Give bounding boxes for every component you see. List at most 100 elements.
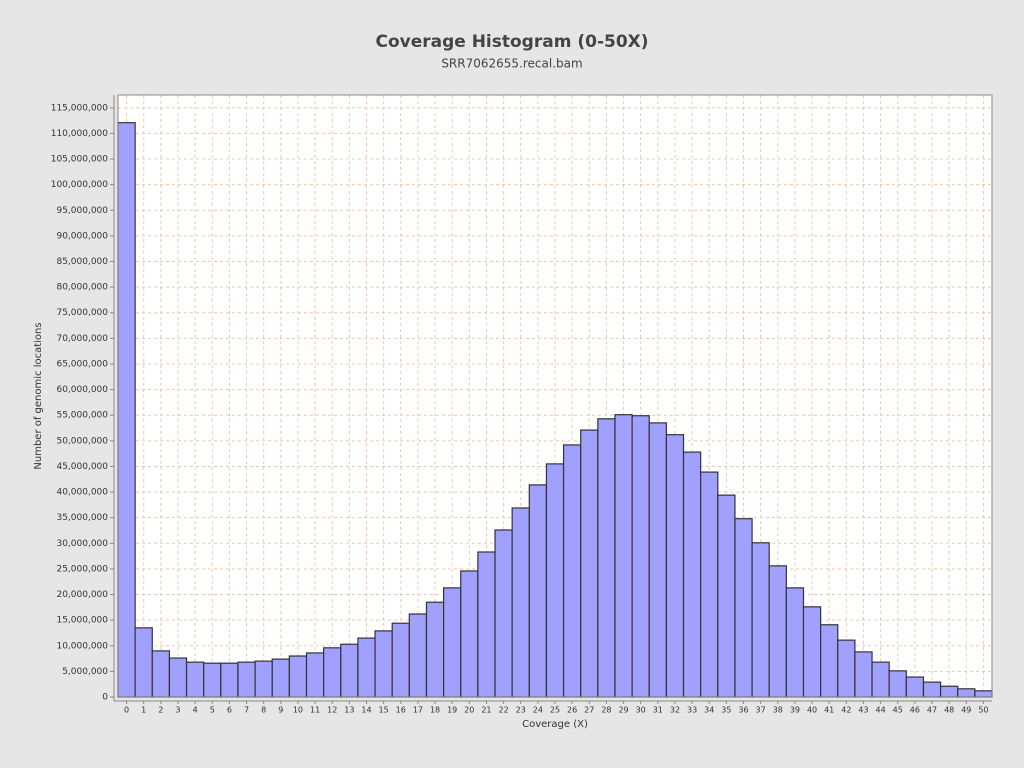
x-tick-label: 4 <box>193 706 198 715</box>
bar <box>802 606 822 698</box>
bar <box>974 690 993 698</box>
bar <box>305 652 325 698</box>
y-tick-label: 40,000,000 <box>56 488 108 498</box>
x-tick-label: 35 <box>721 706 731 715</box>
bar <box>545 463 565 698</box>
y-tick-label: 100,000,000 <box>51 180 109 190</box>
x-tick-label: 24 <box>533 706 543 715</box>
x-tick-label: 31 <box>653 706 663 715</box>
y-tick-label: 60,000,000 <box>56 385 108 395</box>
bar <box>151 650 171 698</box>
x-tick-label: 41 <box>824 706 834 715</box>
bar <box>717 494 736 698</box>
bar <box>374 630 393 698</box>
bar <box>734 518 753 698</box>
x-tick-label: 22 <box>498 706 508 715</box>
bar <box>460 570 479 698</box>
bar <box>220 662 239 698</box>
x-tick-label: 10 <box>293 706 303 715</box>
x-tick-label: 37 <box>756 706 766 715</box>
x-tick-label: 50 <box>978 706 988 715</box>
grid <box>118 95 992 698</box>
bar <box>785 587 805 698</box>
y-tick-label: 45,000,000 <box>56 462 108 472</box>
y-tick-label: 30,000,000 <box>56 539 108 549</box>
y-tick-label: 5,000,000 <box>62 667 108 677</box>
bar <box>768 565 787 698</box>
x-tick-label: 16 <box>396 706 406 715</box>
chart-subtitle: SRR7062655.recal.bam <box>441 57 582 71</box>
x-tick-label: 17 <box>413 706 423 715</box>
x-tick-label: 15 <box>379 706 389 715</box>
x-tick-label: 47 <box>927 706 937 715</box>
y-tick-label: 50,000,000 <box>56 436 108 446</box>
x-tick-label: 19 <box>447 706 457 715</box>
x-tick-label: 9 <box>278 706 283 715</box>
x-tick-label: 0 <box>124 706 129 715</box>
y-tick-label: 70,000,000 <box>56 334 108 344</box>
y-tick-label: 90,000,000 <box>56 231 108 241</box>
x-tick-label: 46 <box>910 706 920 715</box>
x-tick-label: 26 <box>567 706 577 715</box>
bar <box>134 627 153 698</box>
x-tick-label: 21 <box>481 706 491 715</box>
x-tick-label: 7 <box>244 706 249 715</box>
bar <box>391 622 410 698</box>
y-tick-label: 35,000,000 <box>56 513 108 523</box>
bar <box>905 676 925 698</box>
bar <box>117 122 136 698</box>
bar <box>820 624 839 698</box>
bar <box>751 542 770 698</box>
bar <box>665 434 685 698</box>
x-tick-label: 44 <box>876 706 886 715</box>
bar <box>425 601 445 698</box>
x-tick-label: 36 <box>738 706 748 715</box>
bar <box>922 681 942 698</box>
y-tick-label: 25,000,000 <box>56 564 108 574</box>
bar <box>682 451 702 698</box>
bar <box>185 661 205 698</box>
bar <box>528 484 548 698</box>
x-tick-label: 11 <box>310 706 320 715</box>
bar <box>648 422 667 698</box>
y-tick-label: 110,000,000 <box>51 129 109 139</box>
bar <box>323 647 342 698</box>
bar <box>854 651 873 698</box>
bar <box>237 661 256 698</box>
x-tick-label: 34 <box>704 706 714 715</box>
x-tick-label: 12 <box>327 706 337 715</box>
x-tick-label: 14 <box>361 706 371 715</box>
x-tick-label: 2 <box>158 706 163 715</box>
bar <box>837 639 856 698</box>
bar <box>477 551 496 698</box>
y-tick-label: 0 <box>102 693 108 703</box>
bar <box>871 661 890 698</box>
x-tick-label: 32 <box>670 706 680 715</box>
bar <box>597 418 616 698</box>
x-tick-label: 27 <box>584 706 594 715</box>
x-tick-label: 39 <box>790 706 800 715</box>
y-tick-label: 85,000,000 <box>56 257 108 267</box>
x-tick-label: 30 <box>636 706 646 715</box>
bar <box>288 655 308 698</box>
bar <box>254 660 273 698</box>
bar <box>631 415 650 698</box>
bar <box>271 658 290 698</box>
x-tick-label: 49 <box>961 706 971 715</box>
y-tick-label: 75,000,000 <box>56 308 108 318</box>
bar <box>580 429 599 698</box>
bar <box>340 643 359 698</box>
x-tick-label: 40 <box>807 706 817 715</box>
bar <box>494 529 513 698</box>
chart-title: Coverage Histogram (0-50X) <box>375 32 648 52</box>
y-tick-label: 20,000,000 <box>56 590 108 600</box>
bar <box>357 637 376 698</box>
y-axis-label: Number of genomic locations <box>33 322 44 469</box>
y-tick-label: 95,000,000 <box>56 206 108 216</box>
x-tick-label: 48 <box>944 706 954 715</box>
x-tick-label: 23 <box>516 706 526 715</box>
bar <box>888 670 907 698</box>
bar <box>203 662 222 698</box>
bar <box>443 587 462 698</box>
bar <box>408 613 428 698</box>
